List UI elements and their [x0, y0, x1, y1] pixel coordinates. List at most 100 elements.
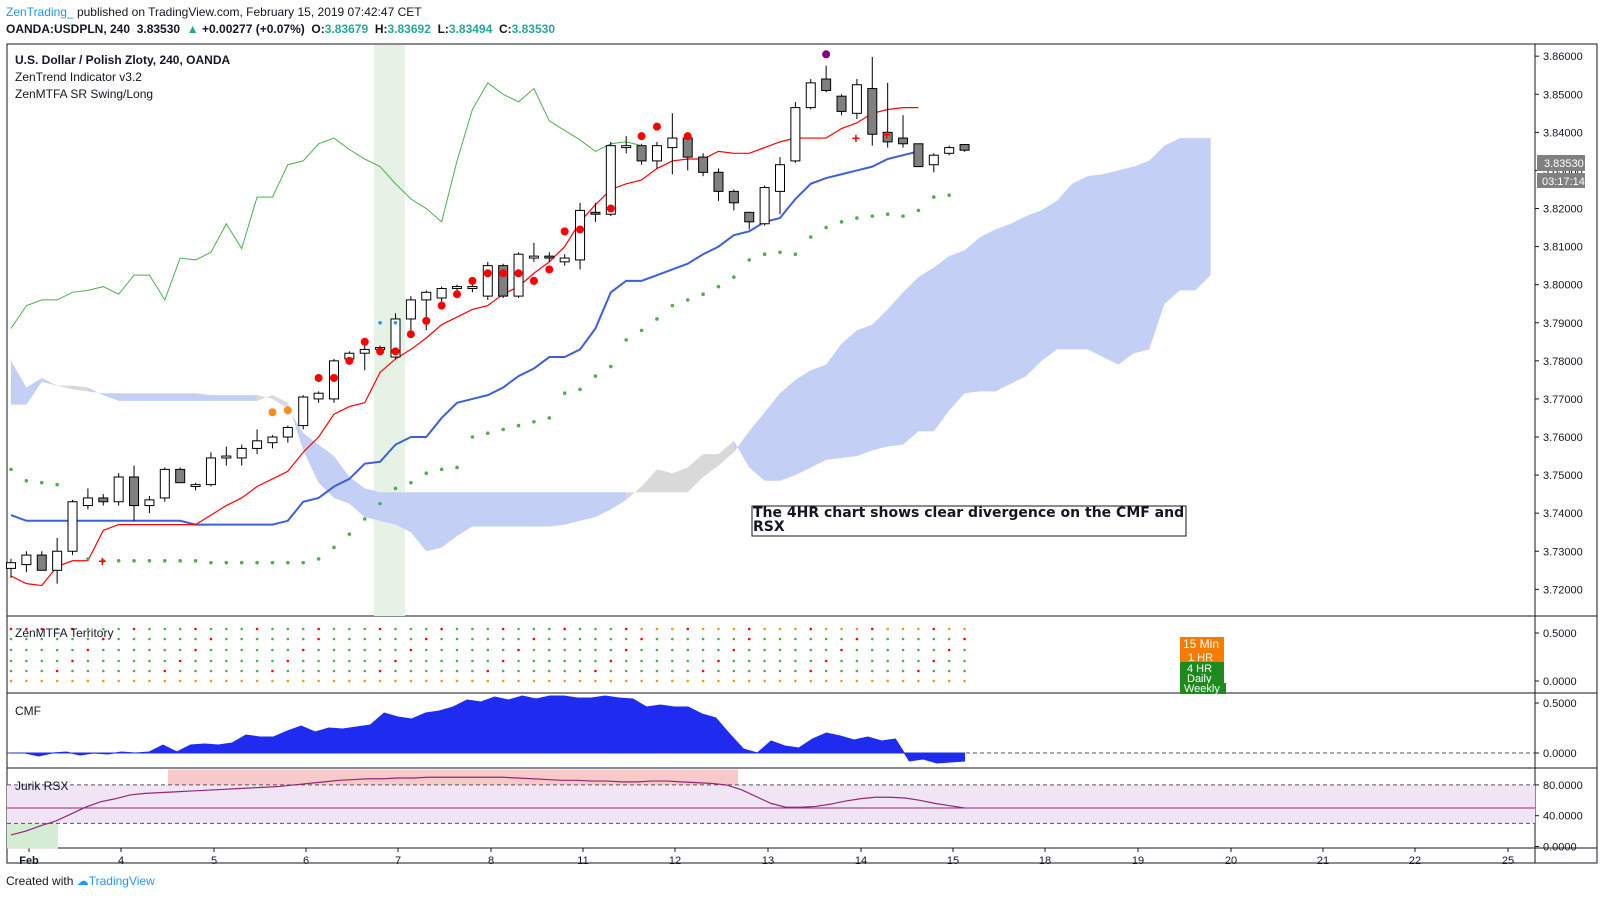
territory-label: ZenMTFA Territory: [15, 626, 113, 640]
territory-dot: [9, 637, 13, 641]
territory-dot: [532, 669, 536, 673]
zentrend-green-dot: [808, 235, 813, 239]
territory-dot: [609, 648, 613, 652]
candle-body: [21, 554, 32, 566]
territory-dot: [55, 627, 59, 631]
countdown-bg: [1537, 173, 1585, 188]
candle: [590, 202, 601, 222]
territory-dot: [594, 669, 597, 673]
candle: [129, 465, 140, 521]
candle: [313, 391, 324, 403]
territory-dot: [501, 648, 505, 652]
territory-dot: [701, 669, 705, 673]
territory-dot: [132, 637, 136, 641]
territory-dot: [440, 637, 443, 641]
territory-dot: [409, 679, 413, 683]
zentrend-red-dot: [529, 276, 538, 285]
candle-body: [421, 291, 432, 301]
territory-dot: [301, 659, 305, 663]
territory-dot: [947, 679, 951, 683]
territory-dot: [855, 637, 859, 641]
territory-dot: [148, 627, 151, 631]
zentrend-green-dot: [362, 517, 367, 521]
zentrend-green-dot: [55, 482, 59, 487]
candle: [775, 157, 785, 215]
territory-dot: [917, 669, 920, 673]
territory-dot: [455, 659, 459, 663]
candle: [175, 467, 186, 484]
time-tick-label: 6: [303, 855, 309, 867]
zentrend-green-dot: [516, 423, 521, 428]
territory-dot: [840, 669, 843, 673]
territory-dot: [394, 679, 397, 683]
territory-dot: [286, 679, 290, 683]
candle-body: [359, 348, 370, 354]
candle: [636, 143, 647, 165]
conversion-line: [10, 106, 919, 587]
legend-title: U.S. Dollar / Polish Zloty, 240, OANDA: [15, 53, 230, 67]
territory-dot: [947, 648, 951, 652]
chart-area[interactable]: ++ + 3.720003.730003.740003.750003.760003…: [0, 0, 1600, 870]
territory-dot: [932, 679, 936, 683]
o-value: 3.83679: [324, 22, 369, 36]
territory-dot: [794, 669, 797, 673]
territory-dot: [563, 627, 566, 631]
candles[interactable]: [6, 56, 970, 584]
territory-dot: [732, 648, 736, 652]
candle-body: [636, 145, 647, 162]
candle-body: [944, 147, 955, 154]
territory-dot: [917, 637, 920, 641]
candle-body: [205, 457, 216, 486]
zentrend-red-dot: [683, 132, 692, 141]
candle: [359, 343, 370, 371]
territory-dot: [501, 627, 505, 631]
c-value: 3.83530: [511, 22, 556, 36]
candle-body: [528, 255, 539, 259]
candle-body: [851, 84, 862, 114]
author-link[interactable]: ZenTrading_: [6, 5, 74, 19]
territory-dot: [86, 648, 90, 652]
rsx-line: [10, 776, 965, 836]
price-axis[interactable]: 3.72000 3.73000 3.74000 3.75000 3.76000 3.770…: [1535, 51, 1583, 596]
territory-dot: [563, 637, 566, 641]
territory-dot: [363, 637, 367, 641]
candle: [651, 141, 662, 169]
territory-dot: [178, 669, 182, 673]
territory-dot: [225, 679, 228, 683]
territory-dot: [255, 637, 259, 641]
territory-dot: [55, 669, 59, 673]
candle-body: [129, 476, 140, 507]
territory-dot: [594, 627, 597, 631]
territory-dot: [178, 679, 182, 683]
candle-body: [52, 550, 63, 571]
territory-dot: [763, 627, 766, 631]
candle: [713, 168, 724, 201]
territory-dot: [194, 669, 197, 673]
territory-dot: [317, 637, 320, 641]
territory-dot: [240, 669, 243, 673]
annotation-box[interactable]: [751, 505, 1187, 537]
zentrend-green-dot: [178, 558, 182, 563]
footer-brand[interactable]: TradingView: [88, 874, 155, 888]
territory-dot: [732, 659, 736, 663]
territory-dot: [717, 669, 720, 673]
territory-dot: [517, 669, 520, 673]
territory-dot: [55, 659, 59, 663]
time-axis[interactable]: Feb 4 5 6 7 8 11 12 13 14 15 18 19 20 21 22 25: [19, 848, 1514, 867]
territory-dot: [963, 627, 966, 631]
zentrend-green-dot: [163, 558, 167, 563]
territory-dot: [348, 659, 351, 663]
territory-dot: [655, 637, 659, 641]
territory-dot: [71, 637, 74, 641]
zentrend-red-dot: [437, 301, 446, 310]
candle-body: [144, 499, 155, 507]
territory-dot: [101, 627, 105, 631]
price-tick-label: 3.82000: [1543, 204, 1583, 216]
mtfa-15min-bg: [1180, 637, 1224, 651]
territory-dot: [763, 648, 766, 652]
territory-dot: [717, 627, 720, 631]
territory-dot: [271, 637, 274, 641]
territory-dot: [624, 648, 628, 652]
candle-body: [713, 171, 724, 192]
candle-body: [898, 137, 909, 145]
